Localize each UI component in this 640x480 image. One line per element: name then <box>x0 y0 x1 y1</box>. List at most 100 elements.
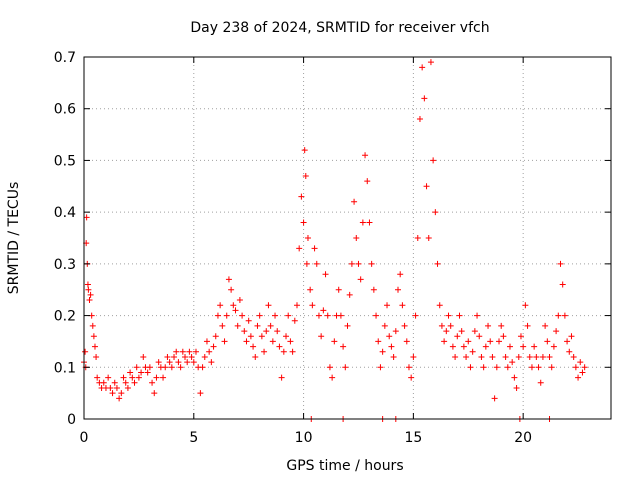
data-point-marker <box>397 271 404 278</box>
data-point-marker <box>320 307 327 314</box>
data-point-marker <box>164 353 171 360</box>
data-point-marker <box>89 322 96 329</box>
y-tick-label: 0 <box>67 412 76 428</box>
data-point-marker <box>575 374 582 381</box>
data-point-marker <box>144 369 151 376</box>
data-point-marker <box>386 333 393 340</box>
data-point-marker <box>375 338 382 345</box>
data-point-marker <box>151 390 158 397</box>
data-point-marker <box>368 260 375 267</box>
data-point-marker <box>344 322 351 329</box>
data-point-marker <box>384 302 391 309</box>
data-point-marker <box>82 348 89 355</box>
data-point-marker <box>236 297 243 304</box>
data-point-marker <box>379 348 386 355</box>
x-tick-label: 5 <box>189 430 198 446</box>
data-point-marker <box>127 369 134 376</box>
data-point-marker <box>109 390 116 397</box>
data-point-marker <box>182 353 189 360</box>
data-point-marker <box>331 338 338 345</box>
data-point-marker <box>370 286 377 293</box>
data-point-marker <box>377 364 384 371</box>
data-point-marker <box>135 374 142 381</box>
data-point-marker <box>221 338 228 345</box>
data-point-marker <box>133 364 140 371</box>
data-point-marker <box>241 328 248 335</box>
data-point-marker <box>208 359 215 366</box>
data-point-marker <box>252 353 259 360</box>
data-point-marker <box>392 328 399 335</box>
data-point-marker <box>412 312 419 319</box>
x-tick-label: 0 <box>80 430 89 446</box>
data-point-marker <box>340 343 347 350</box>
data-point-marker <box>199 364 206 371</box>
data-point-marker <box>309 302 316 309</box>
data-point-marker <box>357 276 364 283</box>
data-point-marker <box>568 333 575 340</box>
data-point-marker <box>210 343 217 350</box>
data-point-marker <box>559 281 566 288</box>
data-point-marker <box>116 395 123 402</box>
data-point-marker <box>140 353 147 360</box>
data-point-marker <box>335 286 342 293</box>
data-point-marker <box>458 328 465 335</box>
data-point-marker <box>86 297 93 304</box>
data-point-marker <box>561 312 568 319</box>
data-point-marker <box>430 157 437 164</box>
data-point-marker <box>225 276 232 283</box>
data-point-marker <box>509 359 516 366</box>
data-point-marker <box>581 364 588 371</box>
data-point-marker <box>502 353 509 360</box>
data-point-marker <box>506 343 513 350</box>
data-point-marker <box>201 353 208 360</box>
data-point-marker <box>566 348 573 355</box>
data-point-marker <box>302 172 309 179</box>
data-point-marker <box>131 379 138 386</box>
data-point-marker <box>289 348 296 355</box>
plot-frame <box>83 56 612 420</box>
y-tick-label: 0.6 <box>54 102 76 118</box>
data-point-marker <box>250 343 257 350</box>
data-point-marker <box>449 343 456 350</box>
data-point-marker <box>388 343 395 350</box>
data-point-marker <box>337 312 344 319</box>
y-tick-label: 0.1 <box>54 360 76 376</box>
data-point-marker <box>171 353 178 360</box>
data-point-marker <box>555 312 562 319</box>
data-point-marker <box>197 390 204 397</box>
data-point-marker <box>425 235 432 241</box>
data-point-marker <box>557 260 564 267</box>
data-point-marker <box>456 312 463 319</box>
y-tick-label: 0.7 <box>54 50 76 66</box>
data-point-marker <box>531 343 538 350</box>
data-point-marker <box>160 374 167 381</box>
data-point-marker <box>410 353 417 360</box>
data-point-marker <box>188 353 195 360</box>
y-tick-label: 0.5 <box>54 153 76 169</box>
data-point-marker <box>553 328 560 335</box>
data-point-marker <box>91 343 98 350</box>
data-point-marker <box>579 369 586 376</box>
data-point-marker <box>232 307 239 314</box>
data-point-marker <box>465 338 472 345</box>
data-point-marker <box>487 338 494 345</box>
data-point-marker <box>542 322 549 329</box>
data-point-marker <box>524 322 531 329</box>
data-point-marker <box>480 364 487 371</box>
data-point-marker <box>129 374 136 381</box>
data-point-marker <box>577 359 584 366</box>
data-point-marker <box>427 59 434 66</box>
data-point-marker <box>274 328 281 335</box>
data-point-marker <box>546 353 553 360</box>
data-point-marker <box>214 312 221 319</box>
data-point-marker <box>243 338 250 345</box>
data-point-marker <box>230 302 237 309</box>
data-point-marker <box>105 374 112 381</box>
data-point-marker <box>206 348 213 355</box>
data-point-marker <box>416 116 423 123</box>
data-point-marker <box>445 312 452 319</box>
data-point-marker <box>544 338 551 345</box>
data-point-marker <box>460 343 467 350</box>
data-point-marker <box>401 322 408 329</box>
